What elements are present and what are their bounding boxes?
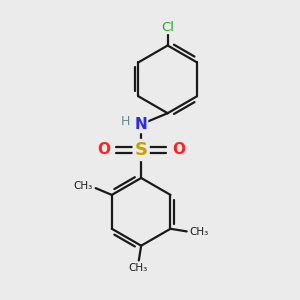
Text: CH₃: CH₃ — [74, 181, 93, 191]
Text: O: O — [97, 142, 110, 158]
Text: S: S — [135, 141, 148, 159]
Text: Cl: Cl — [161, 21, 174, 34]
Text: CH₃: CH₃ — [129, 263, 148, 273]
Text: CH₃: CH₃ — [190, 227, 209, 237]
Text: O: O — [172, 142, 185, 158]
Text: N: N — [135, 118, 148, 133]
Text: H: H — [120, 115, 130, 128]
